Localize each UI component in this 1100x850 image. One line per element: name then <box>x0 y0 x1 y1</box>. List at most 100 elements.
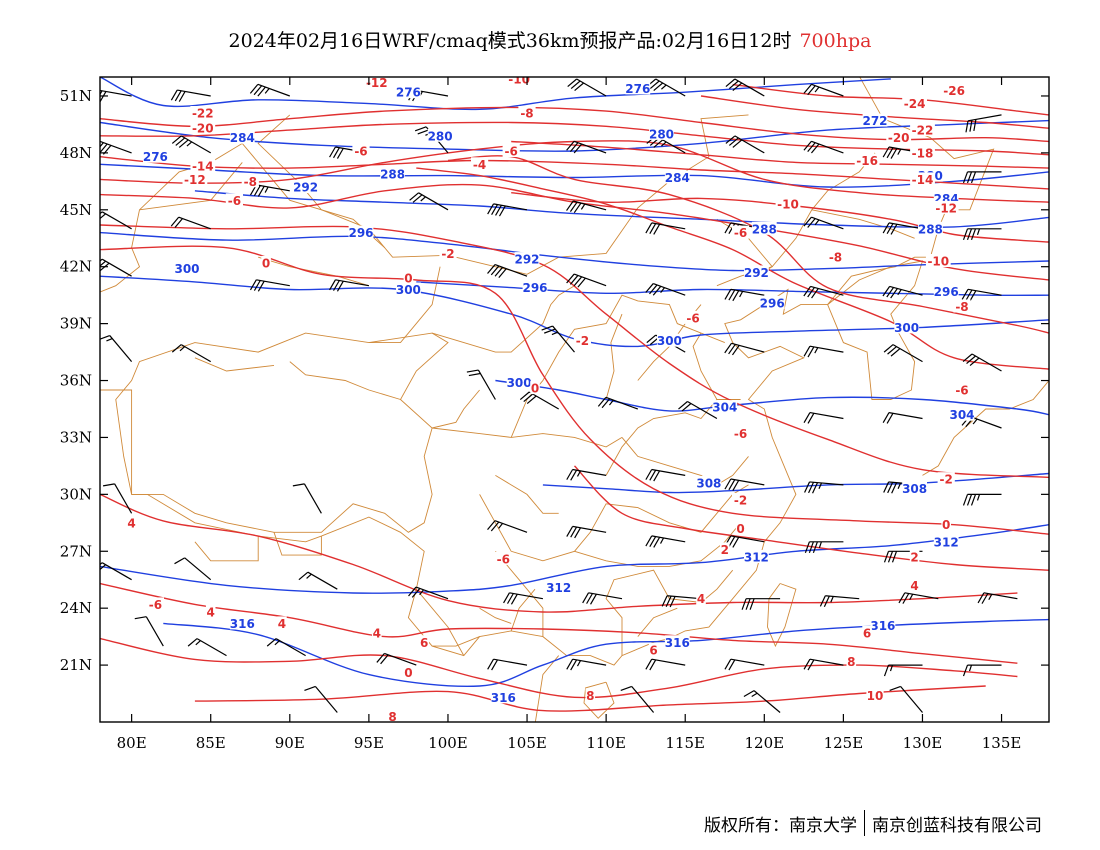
temp-label-bg <box>502 144 520 157</box>
height-contour-312 <box>100 524 1049 594</box>
temp-label: 4 <box>207 606 215 620</box>
temp-label-bg <box>862 625 872 639</box>
x-tick-label: 120E <box>745 734 785 752</box>
temp-label: 0 <box>736 522 744 536</box>
temp-label: -20 <box>888 131 910 145</box>
temp-label-bg <box>941 517 951 531</box>
wind-barb <box>487 520 528 533</box>
wind-barb <box>597 396 639 410</box>
wind-barb <box>803 658 844 671</box>
temp-contour--2 <box>100 224 1049 478</box>
height-label: 304 <box>712 401 737 415</box>
height-label: 296 <box>760 296 785 310</box>
y-tick-label: 42N <box>60 258 92 276</box>
y-tick-label: 36N <box>60 372 92 390</box>
border-line <box>368 266 441 344</box>
temp-label-bg <box>732 225 750 239</box>
wind-barb <box>409 192 449 211</box>
height-label-bg <box>649 126 674 140</box>
x-tick-label: 100E <box>428 734 468 752</box>
temp-contour-0 <box>100 245 1049 535</box>
temp-label-bg <box>684 310 702 324</box>
title-level: 700hpa <box>799 30 872 52</box>
temp-label: 0 <box>262 256 270 270</box>
temp-label: -2 <box>576 334 589 348</box>
height-label: 288 <box>752 222 777 236</box>
height-label: 296 <box>934 285 959 299</box>
wind-barb <box>803 83 844 97</box>
height-contour-292 <box>100 231 1049 272</box>
temp-label: -20 <box>192 122 214 136</box>
wind-barb <box>171 344 211 363</box>
height-contour-296 <box>416 281 1049 297</box>
temp-contour--10 <box>511 192 1049 243</box>
wind-barb <box>724 288 765 302</box>
temp-label: -6 <box>149 598 162 612</box>
y-tick-label: 21N <box>60 656 92 674</box>
wind-barb <box>741 598 781 610</box>
x-tick-label: 110E <box>586 734 626 752</box>
y-tick-label: 48N <box>60 144 92 162</box>
temp-label-bg <box>648 642 659 656</box>
temp-label: -8 <box>829 251 842 265</box>
temp-label: 8 <box>847 655 855 669</box>
temp-label: -14 <box>912 173 934 187</box>
temp-label-bg <box>419 635 429 649</box>
temp-label-bg <box>372 625 382 639</box>
wind-barb <box>292 483 322 514</box>
wind-barb <box>249 83 291 97</box>
height-label-bg <box>870 618 896 632</box>
height-label-bg <box>933 534 959 548</box>
copyright-right: 南京创蓝科技有限公司 <box>872 815 1042 836</box>
wind-barb <box>645 658 686 671</box>
border-line <box>621 437 749 486</box>
wind-barb <box>304 685 338 713</box>
wind-barb <box>678 400 718 420</box>
border-line <box>273 532 322 556</box>
wind-barb <box>804 541 844 554</box>
temp-label: 2 <box>910 551 918 565</box>
border-line <box>574 522 741 567</box>
plot-frame <box>99 76 1050 723</box>
wind-barb <box>466 369 496 400</box>
wind-barb <box>408 586 449 600</box>
temp-label-bg <box>910 172 935 186</box>
height-label: 312 <box>744 551 769 565</box>
temp-label-bg <box>530 381 540 395</box>
height-label: 284 <box>665 171 690 185</box>
border-line <box>432 636 480 647</box>
temp-label: 4 <box>127 516 135 530</box>
temp-label: -10 <box>777 198 799 212</box>
wind-barb <box>882 285 923 299</box>
wind-barb <box>100 258 132 277</box>
temp-label-bg <box>190 121 216 135</box>
temp-label: -26 <box>943 84 965 98</box>
height-label: 276 <box>625 82 650 96</box>
border-line <box>605 313 623 400</box>
height-label-bg <box>759 295 785 309</box>
wind-barb <box>961 288 1002 302</box>
wind-barb <box>100 334 133 362</box>
wind-barb <box>882 222 923 235</box>
temp-label-bg <box>126 515 137 529</box>
x-tick-label: 125E <box>824 734 864 752</box>
temp-label-bg <box>826 250 845 264</box>
height-label: 288 <box>380 167 405 181</box>
wind-barb <box>645 468 686 482</box>
height-label-bg <box>664 635 690 649</box>
height-label-bg <box>174 261 200 275</box>
temp-label-bg <box>953 299 971 313</box>
height-label-bg <box>348 225 374 239</box>
wind-barb <box>487 264 528 279</box>
border-line <box>756 152 876 277</box>
temp-label: 4 <box>373 626 381 640</box>
temp-label: 6 <box>649 643 657 657</box>
wind-barb <box>724 478 765 491</box>
wind-barb <box>170 89 211 102</box>
temp-label-bg <box>277 616 287 630</box>
temp-label-bg <box>506 77 532 85</box>
temp-contour-6 <box>100 582 1018 664</box>
wind-barb <box>645 535 686 548</box>
wind-barb <box>298 571 338 590</box>
wind-barb <box>819 595 860 607</box>
